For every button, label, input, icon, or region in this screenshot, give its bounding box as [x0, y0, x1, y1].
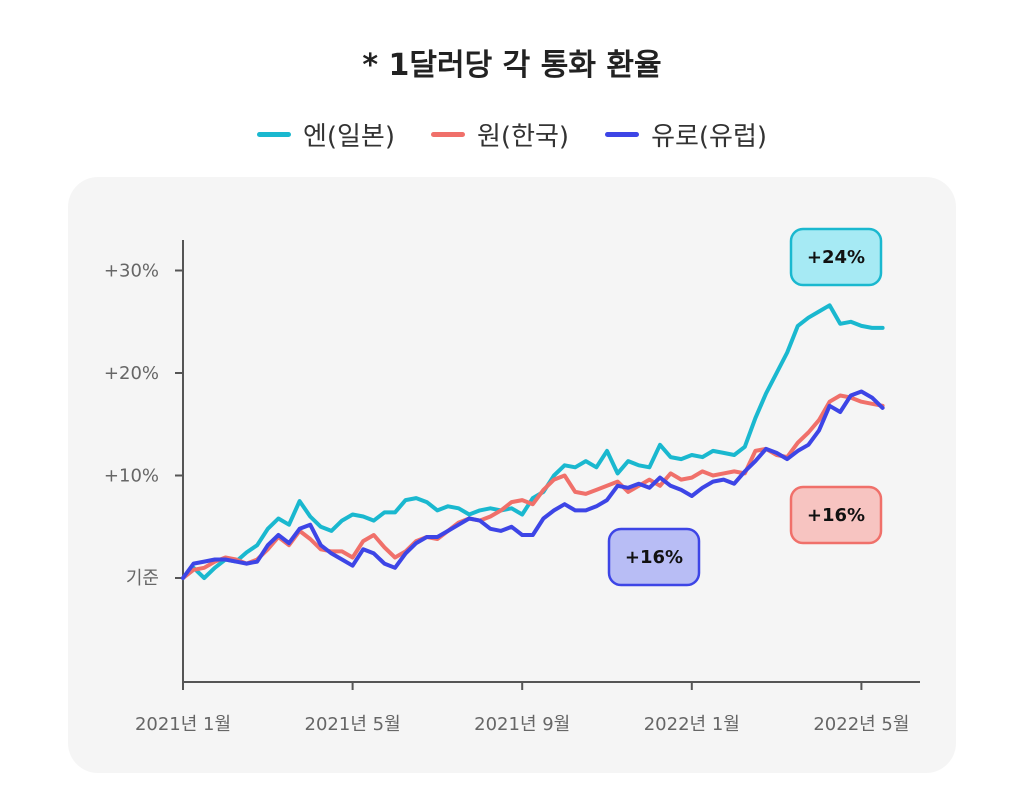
- value-badge: [789, 227, 883, 287]
- legend-swatch-euro: [605, 132, 640, 137]
- legend-label-yen: 엔(일본): [302, 122, 396, 152]
- series-line-2: [181, 389, 885, 580]
- x-tick-label: 2021년 5월: [305, 714, 401, 735]
- legend-item-yen: 엔(일본): [256, 116, 396, 153]
- legend-item-won: 원(한국): [431, 116, 569, 153]
- legend-label-euro: 유로(유럽): [651, 122, 768, 152]
- y-tick-label: +30%: [104, 261, 159, 282]
- y-tick-label: 기준: [126, 568, 159, 589]
- legend-swatch-yen: [256, 132, 291, 137]
- chart-badges: +24% +16% +16%: [607, 227, 883, 587]
- legend-label-won: 원(한국): [477, 122, 570, 152]
- series-line-1: [181, 393, 885, 580]
- x-tick-label: 2021년 1월: [135, 714, 231, 735]
- legend-item-euro: 유로(유럽): [605, 116, 767, 153]
- x-tick-label: 2022년 5월: [813, 714, 909, 735]
- y-tick-label: +20%: [104, 363, 159, 384]
- chart-series-lines: [181, 303, 885, 580]
- chart-axes: 기준 +10% +20% +30% 2021년 1월 2021년 5월 2021년 9월 20…: [104, 240, 920, 735]
- value-badge: [607, 527, 701, 587]
- chart-title: * 1달러당 각 통화 환율: [362, 48, 662, 83]
- y-tick-label: +10%: [104, 466, 159, 487]
- value-badge-label: +24%: [807, 247, 865, 268]
- series-line-0: [181, 303, 885, 580]
- value-badge: [789, 485, 883, 545]
- x-tick-label: 2022년 1월: [644, 714, 740, 735]
- value-badge-label: +16%: [625, 547, 683, 568]
- value-badge-label: +16%: [807, 505, 865, 526]
- legend: 엔(일본) 원(한국) 유로(유럽): [0, 116, 1024, 153]
- legend-swatch-won: [431, 132, 466, 137]
- x-tick-label: 2021년 9월: [474, 714, 570, 735]
